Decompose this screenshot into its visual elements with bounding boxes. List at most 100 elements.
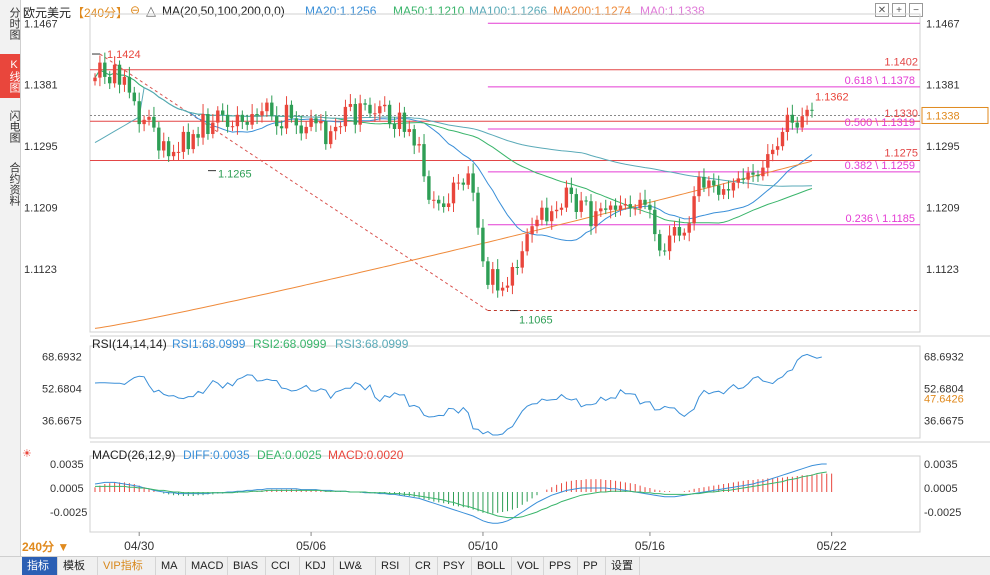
candle-body: [358, 103, 362, 125]
candle-body: [255, 114, 259, 116]
candle-body: [103, 62, 107, 77]
price-axis-left-tick: 1.1381: [24, 80, 58, 92]
ma100-line: [94, 86, 813, 187]
candle-body: [731, 182, 736, 191]
candle-body: [456, 182, 461, 184]
tab-cci[interactable]: CCI: [266, 557, 300, 575]
candle-body: [412, 129, 416, 146]
candle-body: [530, 226, 534, 235]
macd-diff-value: DIFF:0.0035: [183, 448, 250, 462]
candle-body: [663, 250, 667, 252]
candle-body: [540, 207, 544, 220]
tab-vol[interactable]: VOL: [512, 557, 544, 575]
tab-boll[interactable]: BOLL: [472, 557, 512, 575]
tab-pp[interactable]: PP: [578, 557, 606, 575]
candle-body: [171, 151, 176, 157]
left-sidebar: 分时图 K线图 闪电图 合约资料: [0, 0, 21, 556]
candle-body: [191, 134, 195, 150]
rsi-axis-right-tick: 36.6675: [924, 416, 964, 428]
tab-lw[interactable]: LW&: [334, 557, 376, 575]
candle-body: [687, 223, 691, 233]
tab-ma[interactable]: MA: [156, 557, 186, 575]
tab-psy[interactable]: PSY: [438, 557, 472, 575]
candle-body: [510, 267, 515, 286]
x-tick-label: 05/06: [296, 539, 326, 553]
tab-vip-indicator[interactable]: VIP指标: [98, 557, 156, 575]
candle-body: [201, 114, 205, 138]
candle-body: [653, 209, 657, 235]
candle-body: [554, 209, 559, 212]
close-icon[interactable]: ✕: [875, 3, 889, 17]
sidebar-item-timeshare[interactable]: 分时图: [8, 6, 20, 40]
level-label: 1.1330: [884, 108, 918, 120]
candle-body: [157, 127, 161, 151]
symbol-title: 欧元美元: [23, 6, 72, 20]
tab-template[interactable]: 模板: [58, 557, 98, 575]
candle-body: [795, 122, 799, 128]
candle-body: [648, 204, 652, 210]
swing-low-annotation: 1.1265: [218, 169, 252, 181]
candle-body: [756, 174, 760, 177]
fib-label: 0.236 \ 1.1185: [845, 213, 915, 225]
candle-body: [741, 178, 745, 180]
rsi-axis-left-tick: 36.6675: [42, 416, 82, 428]
candle-body: [186, 131, 190, 150]
tab-pps[interactable]: PPS: [544, 557, 578, 575]
macd-diff-line: [94, 463, 827, 524]
tab-settings[interactable]: 设置: [606, 557, 640, 575]
candle-body: [211, 122, 215, 134]
period-label[interactable]: 【240分】: [72, 6, 129, 20]
candle-body: [348, 104, 353, 107]
candle-body: [93, 77, 97, 82]
candle-body: [564, 187, 569, 208]
price-axis-left-tick: 1.1123: [24, 264, 57, 276]
candle-body: [432, 199, 436, 201]
tab-kdj[interactable]: KDJ: [300, 557, 334, 575]
candle-body: [712, 180, 716, 186]
candle-body: [569, 187, 573, 194]
candle-body: [525, 234, 529, 252]
plus-icon[interactable]: +: [892, 3, 906, 17]
candle-body: [520, 251, 524, 268]
period-select[interactable]: 240分 ▼: [22, 540, 92, 555]
candle-body: [108, 76, 112, 84]
candle-body: [594, 211, 598, 227]
price-axis-left-tick: 1.1467: [24, 18, 58, 30]
x-tick-label: 05/10: [468, 539, 498, 553]
main-frame: [89, 13, 921, 333]
candle-body: [147, 116, 151, 120]
candle-body: [279, 126, 284, 129]
candle-body: [579, 200, 583, 212]
candle-body: [707, 180, 711, 188]
minus-icon[interactable]: −: [909, 3, 923, 17]
candle-body: [574, 194, 578, 212]
minus-circle-icon[interactable]: ⊖: [130, 3, 141, 17]
settings-icon[interactable]: ☀: [22, 448, 32, 460]
sidebar-item-kline[interactable]: K线图: [0, 54, 20, 98]
candle-body: [142, 119, 146, 125]
candle-body: [618, 205, 623, 210]
level-label: 1.1275: [884, 147, 918, 159]
chart-frame: [89, 13, 990, 533]
sidebar-item-contract-info[interactable]: 合约资料: [8, 162, 20, 206]
candle-body: [643, 199, 647, 205]
candle-body: [633, 208, 637, 210]
candle-body: [363, 103, 367, 105]
tab-bias[interactable]: BIAS: [228, 557, 266, 575]
candle-body: [240, 114, 244, 122]
tab-macd[interactable]: MACD: [186, 557, 228, 575]
rsi-axis-left-tick: 68.6932: [42, 352, 82, 364]
candle-body: [112, 64, 117, 84]
candle-body: [496, 269, 500, 291]
sidebar-item-flash[interactable]: 闪电图: [8, 109, 20, 143]
tab-rsi[interactable]: RSI: [376, 557, 410, 575]
candle-body: [800, 116, 804, 128]
tab-indicator[interactable]: 指标: [22, 557, 58, 575]
candle-body: [584, 200, 588, 202]
candle-body: [446, 203, 451, 207]
candle-body: [427, 176, 431, 200]
candle-body: [751, 172, 755, 175]
candle-body: [387, 104, 392, 125]
tab-cr[interactable]: CR: [410, 557, 438, 575]
